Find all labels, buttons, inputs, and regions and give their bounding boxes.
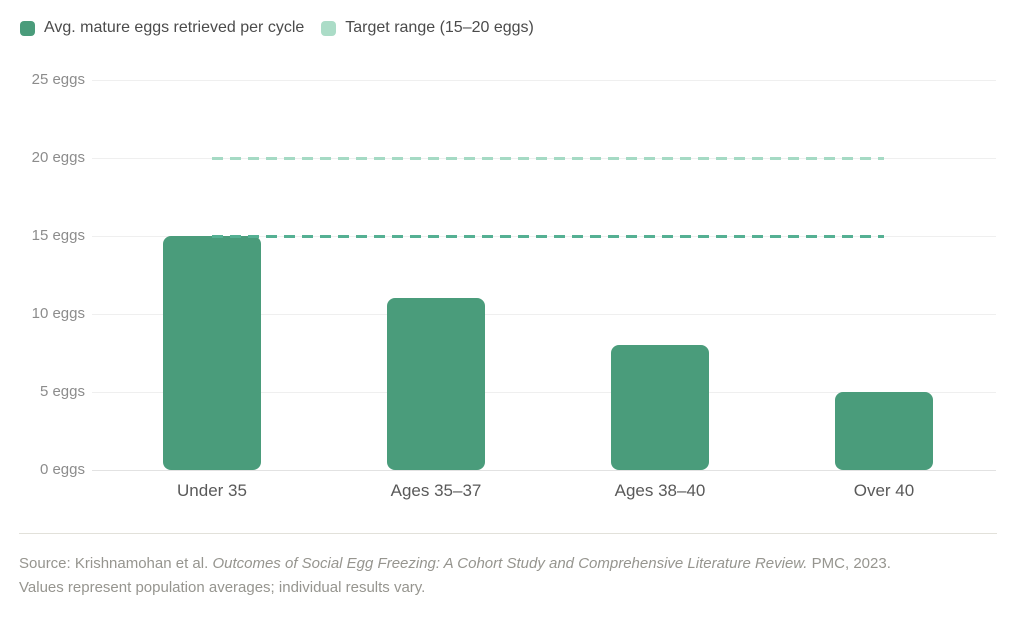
legend-item-target-range: Target range (15–20 eggs) <box>321 19 534 37</box>
gridline-25 <box>92 79 996 81</box>
footer-divider <box>19 533 997 534</box>
xtick-label-4: Over 40 <box>853 481 915 500</box>
target-range-high-line <box>212 156 884 160</box>
source-suffix: PMC, 2023. <box>807 555 891 572</box>
bar-over-40 <box>835 392 933 470</box>
legend-label-average-eggs: Avg. mature eggs retrieved per cycle <box>44 19 305 36</box>
source-prefix: Source: Krishnamohan et al. <box>19 555 213 572</box>
footer-note: Values represent population averages; in… <box>19 579 426 596</box>
ytick-label-10: 10 eggs <box>31 305 85 322</box>
legend-swatch-average-eggs <box>20 20 35 36</box>
target-range-low-line <box>212 234 884 238</box>
xtick-label-3: Ages 38–40 <box>614 481 706 500</box>
footer: Source: Krishnamohan et al. Outcomes of … <box>19 552 1009 600</box>
gridline-0 <box>92 469 996 471</box>
plot-area: 0 eggs 5 eggs 10 eggs 15 eggs 20 eggs 25 eggs… <box>31 71 996 500</box>
xtick-label-1: Under 35 <box>177 481 247 500</box>
legend-item-average-eggs: Avg. mature eggs retrieved per cycle <box>20 19 304 37</box>
ytick-label-0: 0 eggs <box>39 461 85 478</box>
bar-under-35 <box>163 236 261 470</box>
ytick-label-20: 20 eggs <box>31 149 85 166</box>
source-line: Source: Krishnamohan et al. Outcomes of … <box>19 552 1009 576</box>
source-title: Outcomes of Social Egg Freezing: A Cohor… <box>212 555 808 572</box>
ytick-label-15: 15 eggs <box>31 227 85 244</box>
bar-ages-35-37 <box>387 298 485 470</box>
ytick-label-5: 5 eggs <box>39 383 85 400</box>
chart-legend: Avg. mature eggs retrieved per cycle Tar… <box>20 19 534 37</box>
ytick-label-25: 25 eggs <box>31 71 85 88</box>
bar-ages-38-40 <box>611 345 709 470</box>
gridline-5 <box>92 391 996 393</box>
legend-label-target-range: Target range (15–20 eggs) <box>345 19 534 36</box>
gridline-10 <box>92 313 996 315</box>
legend-swatch-target-range <box>321 20 337 36</box>
xtick-label-2: Ages 35–37 <box>390 481 482 500</box>
